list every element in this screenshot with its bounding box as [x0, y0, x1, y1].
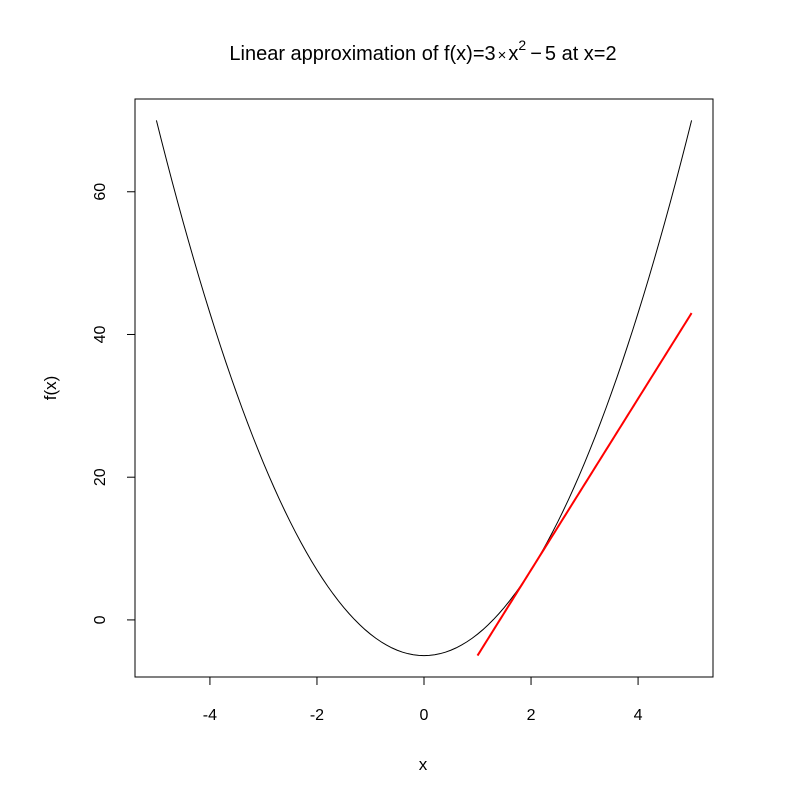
- y-axis-label: f(x): [41, 376, 60, 401]
- title-superscript: 2: [518, 37, 526, 53]
- title-suffix: 5 at x=2: [545, 43, 617, 65]
- title-minus: −: [530, 43, 542, 65]
- y-tick-label: 40: [92, 325, 109, 343]
- title-base: x: [508, 43, 518, 65]
- x-tick-label: -2: [310, 707, 324, 724]
- x-axis: -4 -2 0 2 4: [203, 676, 643, 724]
- chart-title: Linear approximation of f(x)=3 × x2−5 at x…: [229, 37, 616, 65]
- x-tick-label: 2: [527, 707, 536, 724]
- parabola-curve: [155, 120, 693, 657]
- x-axis-label: x: [419, 755, 428, 774]
- x-tick-label: -4: [203, 707, 217, 724]
- series-layer: [155, 120, 693, 657]
- title-times: ×: [498, 47, 507, 64]
- y-axis: 0 20 40 60: [92, 183, 136, 624]
- tangent-line: [476, 312, 693, 657]
- y-tick-label: 20: [92, 468, 109, 486]
- x-tick-label: 4: [634, 707, 643, 724]
- y-tick-label: 0: [92, 615, 109, 624]
- plot-area-frame: [134, 98, 714, 678]
- x-tick-label: 0: [420, 707, 429, 724]
- title-prefix: Linear approximation of f(x)=3: [229, 43, 495, 65]
- y-tick-label: 60: [92, 183, 109, 201]
